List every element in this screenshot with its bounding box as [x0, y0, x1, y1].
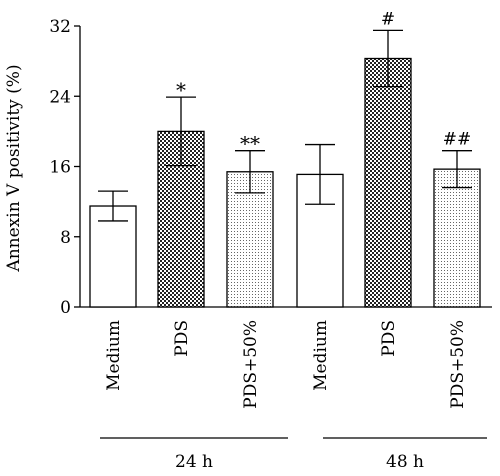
x-tick-label: PDS [379, 320, 399, 357]
category-labels: Medium PDS PDS+50% Medium PDS PDS+50% [104, 320, 468, 409]
y-tick-label: 8 [60, 228, 71, 248]
x-tick-label: Medium [104, 320, 124, 391]
significance-label: # [381, 9, 395, 29]
y-tick-label: 32 [49, 17, 71, 37]
x-tick-label: Medium [311, 320, 331, 391]
bar [364, 57, 412, 308]
y-tick-label: 24 [49, 87, 71, 107]
significance-label: * [176, 78, 186, 102]
x-tick-label: PDS [172, 320, 192, 357]
group-label: 24 h [175, 452, 213, 472]
bar [296, 173, 344, 308]
bars: ***### [89, 9, 481, 308]
bar [433, 168, 481, 308]
x-tick-label: PDS+50% [241, 320, 261, 409]
group-labels: 24 h 48 h [100, 437, 487, 472]
group-label: 48 h [386, 452, 424, 472]
axes: 0 8 16 24 32 [49, 17, 492, 318]
y-tick-label: 0 [60, 298, 71, 318]
y-axis-title: Annexin V positivity (%) [4, 64, 24, 272]
bar [226, 171, 274, 308]
y-tick-label: 16 [49, 158, 71, 178]
x-tick-label: PDS+50% [448, 320, 468, 409]
significance-label: ** [240, 132, 260, 156]
significance-label: ## [443, 130, 472, 150]
